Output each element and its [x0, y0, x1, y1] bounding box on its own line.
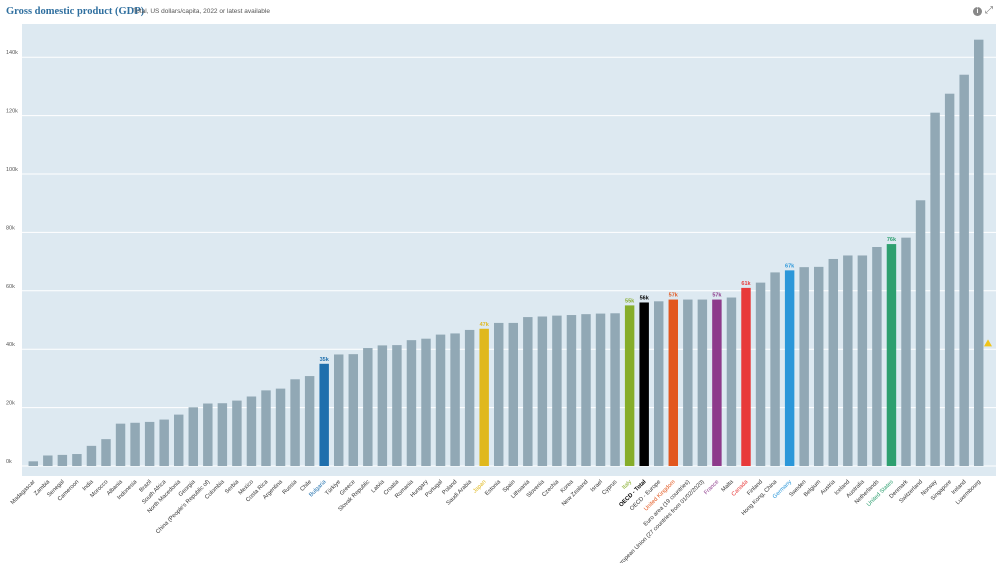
y-tick-label: 40k [6, 342, 15, 348]
bar [799, 267, 809, 466]
bar [290, 379, 300, 466]
bar [450, 333, 460, 466]
bar [872, 247, 882, 466]
bar [377, 345, 388, 466]
bar [552, 315, 562, 466]
data-label: 56k [640, 295, 650, 301]
x-tick-label: France [703, 479, 720, 496]
bar [697, 299, 708, 466]
y-tick-label: 80k [6, 225, 15, 231]
bar [275, 388, 286, 466]
bar [363, 348, 373, 466]
x-tick-label: Estonia [484, 479, 502, 497]
bar [886, 244, 897, 466]
x-tick-label: Canada [731, 479, 750, 498]
gdp-bar-chart: 0k20k40k60k80k100k120k140kMadagascarZamb… [6, 24, 996, 563]
y-tick-label: 0k [6, 459, 12, 465]
bar [130, 422, 140, 466]
bar [174, 414, 184, 466]
bar [595, 313, 606, 466]
bar [72, 454, 82, 466]
bar [508, 322, 518, 466]
bar [479, 328, 489, 466]
info-icon[interactable]: i [973, 7, 982, 16]
y-tick-label: 140k [6, 50, 18, 56]
bar [101, 439, 111, 466]
bar [406, 340, 417, 466]
x-tick-label: Cyprus [601, 479, 618, 496]
y-tick-label: 120k [6, 109, 18, 115]
x-tick-label: Bulgaria [308, 479, 328, 499]
bar [203, 403, 213, 466]
bar [28, 461, 38, 466]
bar [188, 407, 198, 466]
x-tick-label: Czechia [541, 479, 561, 499]
highlight-marker [984, 339, 992, 347]
bar [334, 354, 344, 466]
data-label: 47k [480, 322, 490, 328]
x-tick-label: Italy [621, 479, 633, 491]
bar [944, 93, 955, 466]
bar [901, 237, 911, 466]
bar [435, 334, 446, 466]
bar [712, 299, 722, 466]
bar [57, 454, 68, 466]
bar [741, 287, 751, 466]
bar [217, 403, 228, 466]
bar [581, 314, 591, 466]
data-label: 67k [785, 263, 795, 269]
bar [770, 272, 780, 466]
bar [828, 258, 838, 466]
expand-icon[interactable]: ⤢ [985, 5, 993, 16]
bar [668, 299, 678, 466]
bar [814, 266, 824, 466]
bar [261, 390, 271, 466]
bar [857, 255, 868, 466]
bar [159, 419, 169, 466]
data-label: 55k [625, 298, 635, 304]
bar [494, 322, 504, 466]
bar [784, 270, 795, 466]
bar [915, 200, 926, 466]
bar [755, 282, 766, 466]
y-tick-label: 20k [6, 401, 15, 407]
bar [610, 313, 620, 466]
bar [115, 423, 126, 466]
bar [624, 305, 635, 466]
y-tick-label: 60k [6, 284, 15, 290]
bar [639, 302, 649, 466]
bar [232, 400, 242, 466]
bar [959, 74, 969, 466]
bar [304, 376, 315, 466]
data-label: 76k [887, 237, 897, 243]
bar [43, 455, 53, 466]
y-tick-label: 100k [6, 167, 18, 173]
bar [246, 396, 257, 466]
bar [843, 255, 853, 466]
bar [726, 297, 737, 466]
bar [392, 345, 402, 466]
bar [319, 363, 329, 466]
data-label: 35k [320, 357, 330, 363]
bar [348, 354, 358, 466]
bar [144, 421, 155, 466]
data-label: 61k [741, 281, 751, 287]
bar [537, 316, 548, 466]
bar [523, 317, 533, 466]
bar [86, 445, 97, 466]
x-tick-label: Russia [282, 479, 299, 496]
data-label: 57k [669, 293, 679, 299]
bar [930, 112, 940, 467]
bar [566, 315, 577, 466]
chart-header: Gross domestic product (GDP) Total, US d… [0, 0, 1000, 22]
bar [683, 299, 693, 466]
bar [464, 329, 475, 466]
bar [654, 301, 664, 466]
bar [974, 39, 984, 467]
chart-subtitle: Total, US dollars/capita, 2022 or latest… [133, 8, 270, 15]
data-label: 57k [712, 293, 722, 299]
bar [421, 338, 431, 466]
chart-title: Gross domestic product (GDP) [6, 6, 145, 17]
